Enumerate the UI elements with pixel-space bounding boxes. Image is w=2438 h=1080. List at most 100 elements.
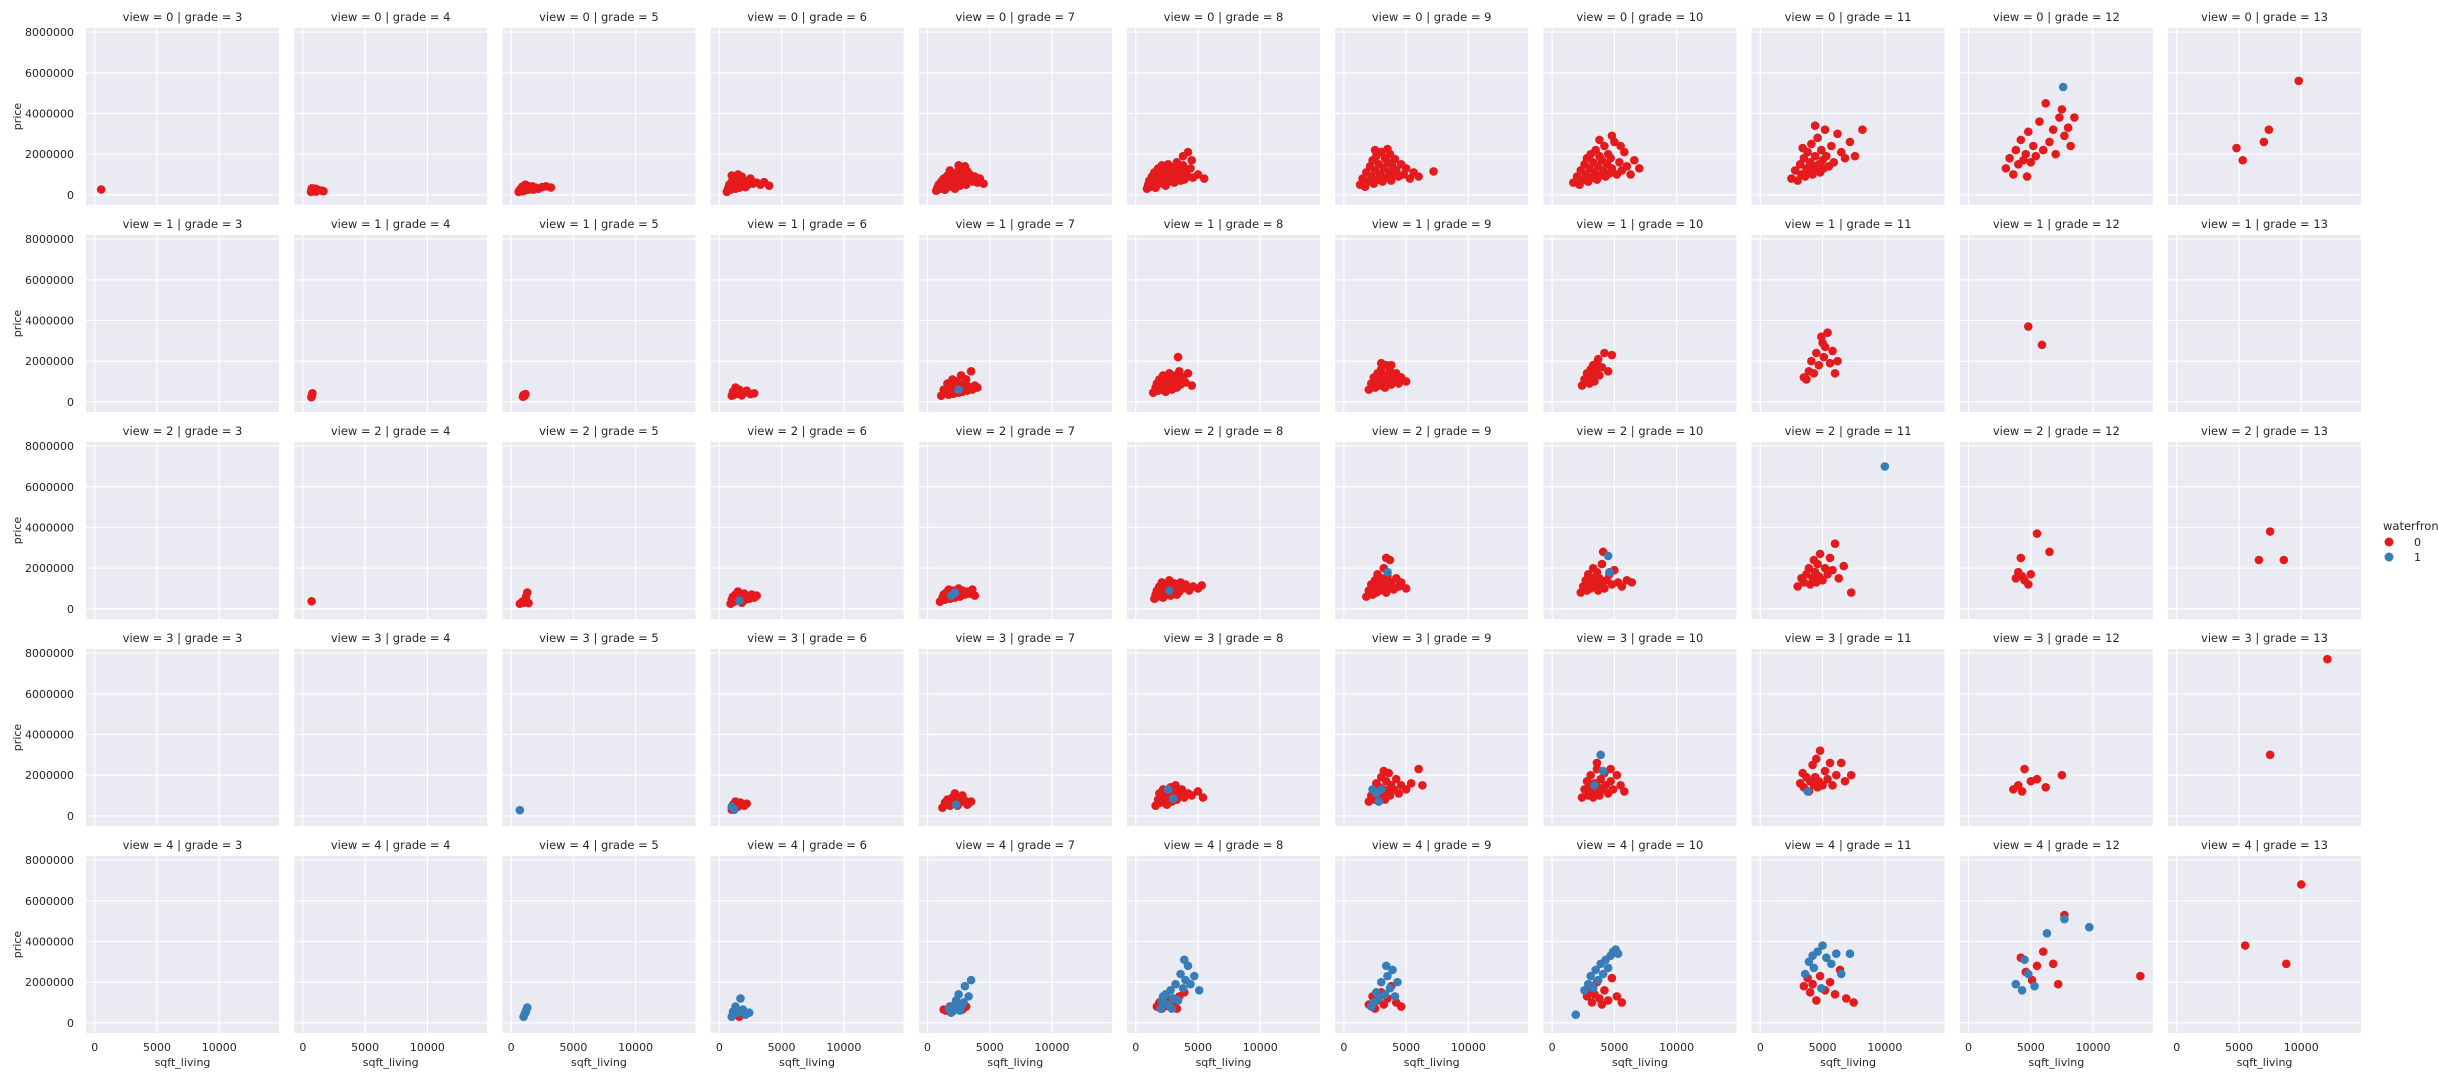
x-tick-label: 10000 <box>1243 1041 1278 1054</box>
panel-view-0-grade-12: view = 0 | grade = 12 <box>1959 10 2153 205</box>
y-tick-label: 8000000 <box>25 233 74 246</box>
point-waterfront-0 <box>2001 164 2011 173</box>
facet-panels: view = 0 | grade = 3 0 2000000 4000000 60000… <box>11 10 2361 1069</box>
point-waterfront-0 <box>1600 985 1609 995</box>
point-waterfront-1 <box>1590 781 1599 790</box>
point-waterfront-1 <box>1367 1002 1376 1011</box>
point-waterfront-0 <box>1406 778 1416 788</box>
point-waterfront-1 <box>2020 955 2029 965</box>
x-tick-label: 0 <box>91 1041 98 1054</box>
point-waterfront-0 <box>1370 145 1380 155</box>
panel-view-2-grade-9: view = 2 | grade = 9 <box>1335 424 1529 619</box>
point-waterfront-0 <box>1812 996 1821 1005</box>
panel-background <box>1751 442 1945 619</box>
point-waterfront-0 <box>2041 783 2051 792</box>
y-axis-label: price <box>11 310 24 338</box>
point-waterfront-1 <box>966 975 976 985</box>
point-waterfront-0 <box>2279 555 2289 565</box>
panel-view-2-grade-3: view = 2 | grade = 3 0 2000000 4000000 60000… <box>11 424 279 619</box>
point-waterfront-0 <box>1815 746 1825 756</box>
point-waterfront-0 <box>1809 369 1819 378</box>
y-tick-label: 6000000 <box>25 895 74 908</box>
point-waterfront-0 <box>2323 654 2332 664</box>
point-waterfront-0 <box>1592 758 1602 768</box>
point-waterfront-0 <box>1825 758 1835 768</box>
point-waterfront-0 <box>1187 155 1197 165</box>
panel-title: view = 1 | grade = 13 <box>2201 217 2328 231</box>
panel-title: view = 4 | grade = 9 <box>1372 838 1492 852</box>
panel-background <box>1543 442 1737 619</box>
point-waterfront-0 <box>1634 164 1644 173</box>
point-waterfront-0 <box>2240 941 2250 950</box>
point-waterfront-0 <box>1831 770 1841 780</box>
point-waterfront-0 <box>1805 988 1815 997</box>
x-tick-label: 10000 <box>202 1041 237 1054</box>
panel-view-3-grade-10: view = 3 | grade = 10 <box>1543 631 1737 826</box>
panel-view-0-grade-5: view = 0 | grade = 5 <box>502 10 696 205</box>
point-waterfront-0 <box>1615 157 1624 167</box>
x-tick-label: 0 <box>924 1041 931 1054</box>
x-tick-label: 0 <box>2173 1041 2180 1054</box>
point-waterfront-0 <box>1383 144 1392 154</box>
x-axis-label: sqft_living <box>1612 1056 1668 1069</box>
point-waterfront-0 <box>973 383 982 392</box>
point-waterfront-1 <box>1171 979 1180 989</box>
point-waterfront-1 <box>515 805 525 815</box>
x-tick-label: 10000 <box>2284 1041 2319 1054</box>
panel-background <box>710 649 904 826</box>
point-waterfront-1 <box>1388 965 1397 975</box>
x-tick-label: 0 <box>299 1041 306 1054</box>
point-waterfront-0 <box>2041 98 2051 108</box>
point-waterfront-0 <box>1612 770 1622 780</box>
panel-background <box>2168 28 2361 205</box>
point-waterfront-0 <box>1187 381 1197 390</box>
panel-background <box>294 442 488 619</box>
point-waterfront-1 <box>1165 586 1174 595</box>
point-waterfront-0 <box>2020 764 2029 774</box>
point-waterfront-0 <box>1600 141 1609 151</box>
point-waterfront-0 <box>764 181 774 190</box>
panel-title: view = 3 | grade = 11 <box>1785 631 1912 645</box>
point-waterfront-0 <box>1790 166 1800 175</box>
point-waterfront-0 <box>2009 170 2018 179</box>
point-waterfront-0 <box>2045 137 2054 147</box>
y-tick-label: 2000000 <box>25 355 74 368</box>
panel-background <box>502 442 696 619</box>
point-waterfront-0 <box>1825 358 1835 368</box>
point-waterfront-0 <box>2057 105 2067 114</box>
panel-title: view = 2 | grade = 7 <box>955 424 1075 438</box>
point-waterfront-0 <box>2281 959 2291 969</box>
panel-title: view = 0 | grade = 7 <box>955 10 1075 24</box>
point-waterfront-1 <box>2060 914 2069 924</box>
point-waterfront-0 <box>1802 375 1811 384</box>
x-axis-label: sqft_living <box>571 1056 627 1069</box>
panel-view-0-grade-4: view = 0 | grade = 4 <box>294 10 488 205</box>
panel-title: view = 3 | grade = 4 <box>331 631 451 645</box>
point-waterfront-0 <box>1836 758 1846 768</box>
y-tick-label: 6000000 <box>25 688 74 701</box>
point-waterfront-0 <box>1586 770 1596 780</box>
point-waterfront-0 <box>2017 787 2027 796</box>
panel-background <box>1335 856 1529 1033</box>
panel-view-1-grade-13: view = 1 | grade = 13 <box>2168 217 2361 412</box>
point-waterfront-0 <box>1830 369 1840 378</box>
point-waterfront-0 <box>2063 123 2073 132</box>
point-waterfront-0 <box>2045 547 2054 557</box>
y-tick-label: 2000000 <box>25 148 74 161</box>
point-waterfront-0 <box>2232 143 2241 153</box>
panel-title: view = 1 | grade = 5 <box>539 217 659 231</box>
point-waterfront-0 <box>1607 973 1617 983</box>
panel-view-0-grade-10: view = 0 | grade = 10 <box>1543 10 1737 205</box>
panel-background <box>502 235 696 412</box>
panel-title: view = 3 | grade = 12 <box>1993 631 2120 645</box>
x-tick-label: 10000 <box>1659 1041 1694 1054</box>
point-waterfront-0 <box>1186 164 1195 173</box>
point-waterfront-1 <box>734 596 744 605</box>
legend-marker-0 <box>2384 537 2394 547</box>
point-waterfront-0 <box>1595 135 1604 145</box>
panel-background <box>710 442 904 619</box>
panel-title: view = 1 | grade = 10 <box>1576 217 1703 231</box>
panel-view-1-grade-11: view = 1 | grade = 11 <box>1751 217 1945 412</box>
point-waterfront-1 <box>1813 947 1822 956</box>
